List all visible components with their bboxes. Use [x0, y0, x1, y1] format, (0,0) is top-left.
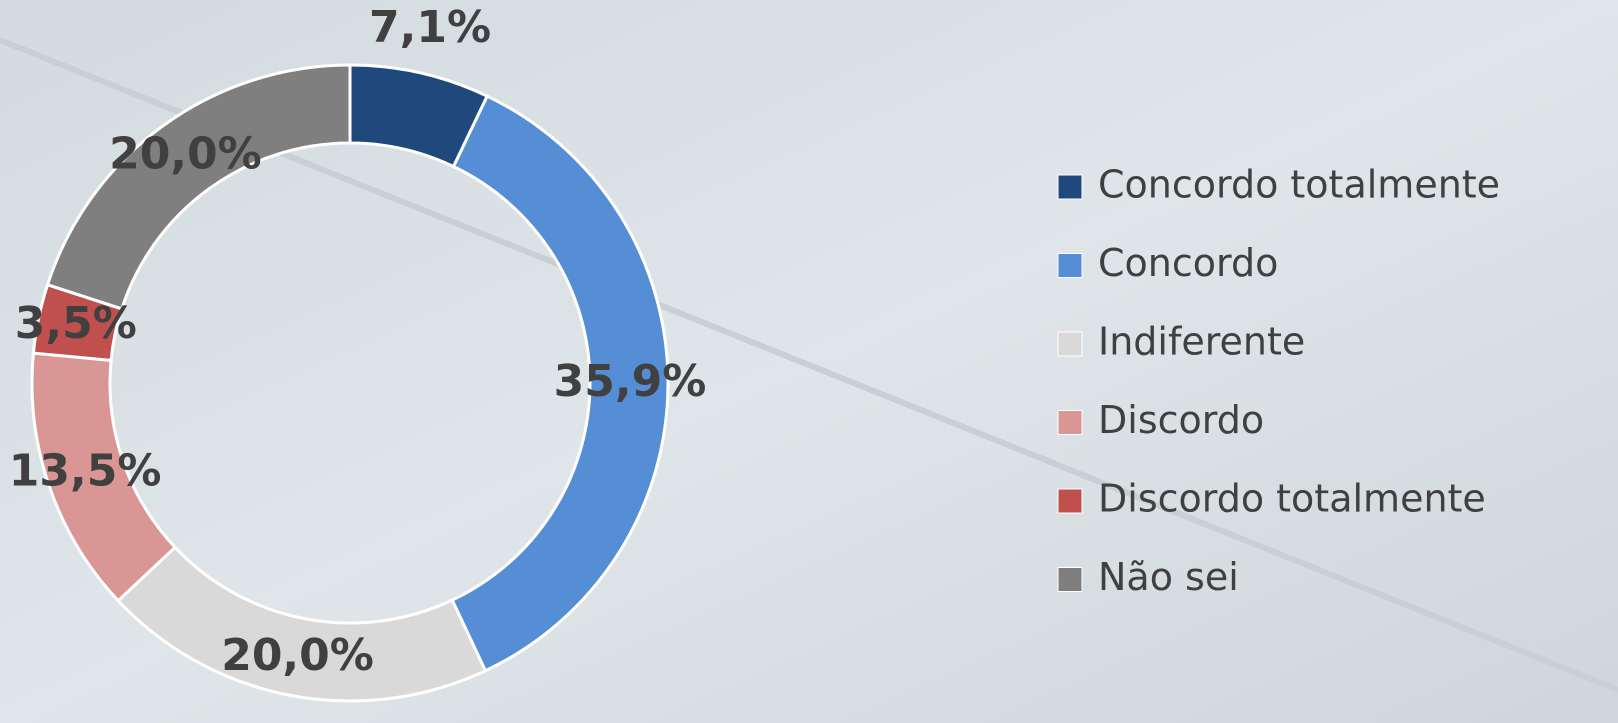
data-label: 35,9%: [554, 356, 707, 407]
data-label: 3,5%: [15, 298, 137, 349]
legend-swatch: [1058, 332, 1082, 356]
data-label: 20,0%: [109, 128, 262, 179]
data-label: 20,0%: [221, 630, 374, 681]
legend-swatch: [1058, 254, 1082, 278]
data-label: 7,1%: [369, 2, 491, 53]
legend-label: Indiferente: [1098, 320, 1305, 364]
legend-swatch: [1058, 411, 1082, 435]
legend-swatch: [1058, 568, 1082, 592]
legend-label: Discordo: [1098, 398, 1264, 442]
data-label: 13,5%: [9, 446, 162, 497]
chart: 7,1% 35,9% 20,0% 13,5% 3,5% 20,0% Concordo tot…: [0, 0, 1618, 723]
legend-swatch: [1058, 175, 1082, 199]
legend-swatch: [1058, 489, 1082, 513]
legend-label: Discordo totalmente: [1098, 477, 1486, 521]
legend-label: Não sei: [1098, 555, 1239, 599]
legend-label: Concordo: [1098, 241, 1278, 285]
legend-label: Concordo totalmente: [1098, 163, 1500, 207]
